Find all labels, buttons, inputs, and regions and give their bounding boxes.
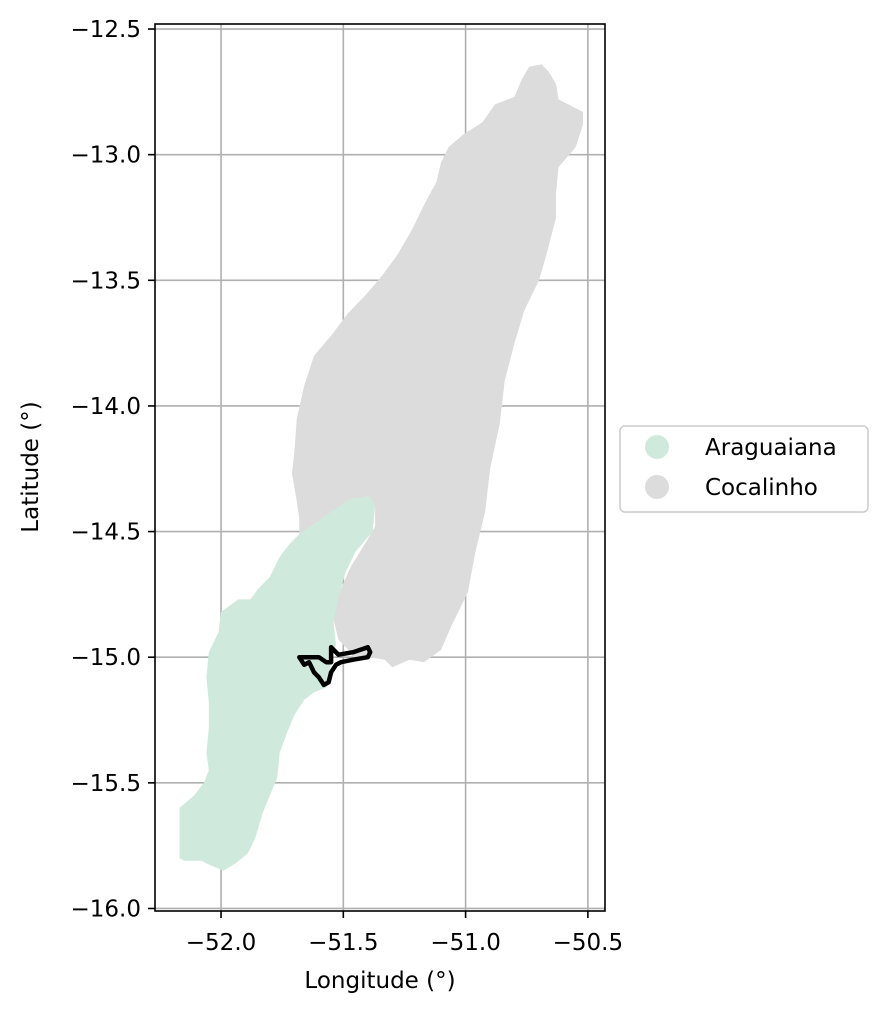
region-cocalinho <box>292 64 583 668</box>
legend-swatch-araguaiana <box>645 435 669 459</box>
highlight-outline <box>297 644 373 688</box>
y-tick-label-2: −13.5 <box>71 268 141 294</box>
region-layer <box>179 64 583 871</box>
x-tick-label-2: −51.0 <box>430 930 500 956</box>
x-tick-label-1: −51.5 <box>308 930 378 956</box>
x-axis-ticks: −52.0 −51.5 −51.0 −50.5 <box>186 911 623 956</box>
y-tick-label-6: −15.5 <box>71 771 141 797</box>
legend: Araguaiana Cocalinho <box>619 425 869 513</box>
y-tick-label-3: −14.0 <box>71 394 141 420</box>
legend-label-cocalinho: Cocalinho <box>705 475 818 501</box>
plot-frame <box>154 23 606 912</box>
x-tick-label-0: −52.0 <box>186 930 256 956</box>
outline-layer <box>297 644 373 688</box>
x-tick-label-3: −50.5 <box>553 930 623 956</box>
y-tick-label-4: −14.5 <box>71 520 141 546</box>
y-tick-label-7: −16.0 <box>71 896 141 922</box>
legend-label-araguaiana: Araguaiana <box>705 435 837 461</box>
legend-frame <box>619 425 869 513</box>
x-axis-label: Longitude (°) <box>304 968 455 994</box>
y-tick-label-5: −15.0 <box>71 645 141 671</box>
y-tick-label-1: −13.0 <box>71 143 141 169</box>
y-axis-label: Latitude (°) <box>18 401 44 532</box>
y-axis-ticks: −12.5 −13.0 −13.5 −14.0 −14.5 −15.0 −15.5 −16.0 <box>71 17 155 922</box>
region-araguaiana <box>179 496 376 871</box>
legend-swatch-cocalinho <box>645 475 669 499</box>
y-tick-label-0: −12.5 <box>71 17 141 43</box>
